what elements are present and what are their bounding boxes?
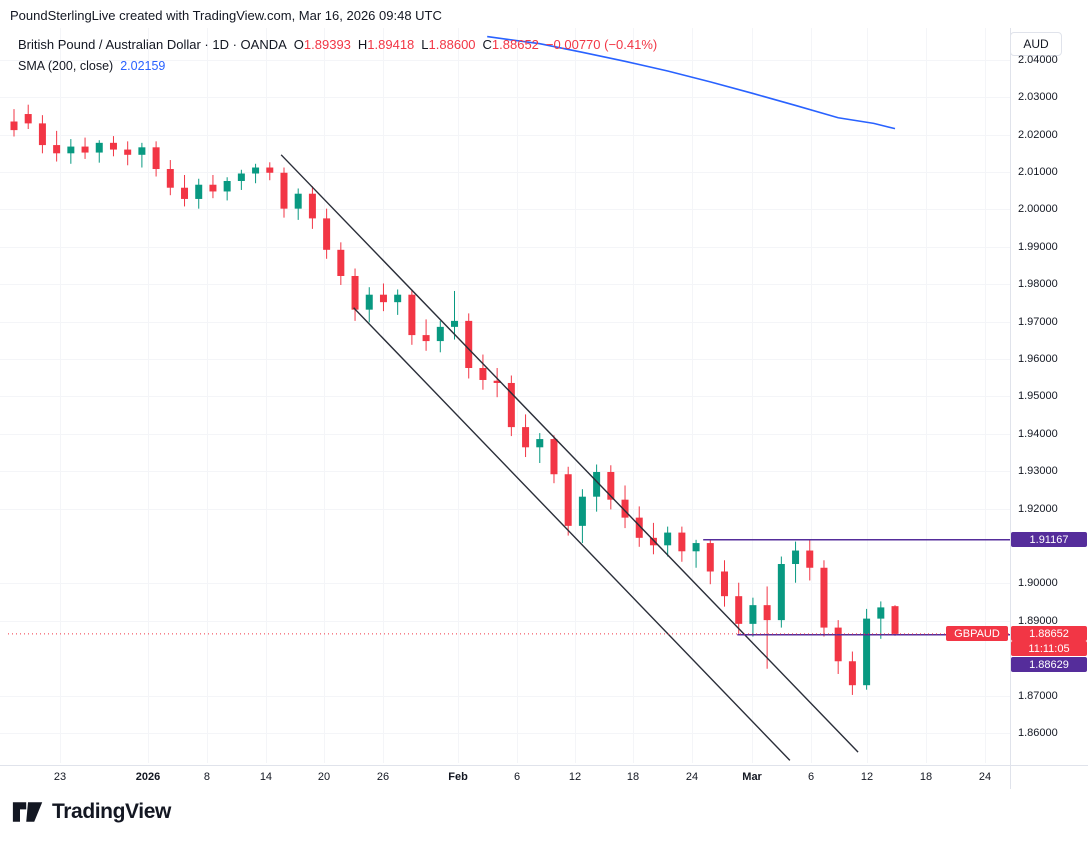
price-tick-label: 2.00000 xyxy=(1018,203,1058,216)
price-tick-label: 1.89000 xyxy=(1018,614,1058,627)
chart-legend: British Pound / Australian Dollar · 1D ·… xyxy=(18,35,657,76)
time-tick-label: 12 xyxy=(568,771,582,783)
symbol-title[interactable]: British Pound / Australian Dollar · 1D ·… xyxy=(18,37,287,52)
last-price-label: 1.88652 xyxy=(1011,626,1087,642)
price-tick-label: 1.87000 xyxy=(1018,689,1058,702)
ohlc-open: O1.89393 xyxy=(293,37,351,52)
price-tick-label: 1.95000 xyxy=(1018,390,1058,403)
time-tick-label: 18 xyxy=(919,771,933,783)
price-tick-label: 2.02000 xyxy=(1018,128,1058,141)
price-tick-label: 1.98000 xyxy=(1018,278,1058,291)
price-axis[interactable]: 2.04000 2.03000 2.02000 2.01000 2.00000 1.990… xyxy=(1011,28,1088,765)
bar-countdown-label: 11:11:05 xyxy=(1011,641,1087,657)
time-tick-label: 8 xyxy=(203,771,211,783)
price-tick-label: 1.90000 xyxy=(1018,577,1058,590)
time-tick-label: 6 xyxy=(807,771,815,783)
price-tick-label: 1.94000 xyxy=(1018,427,1058,440)
price-tick-label: 2.01000 xyxy=(1018,166,1058,178)
attribution-text: PoundSterlingLive created with TradingVi… xyxy=(10,8,442,23)
price-tick-label: 2.04000 xyxy=(1018,53,1058,66)
price-tick-label: 1.97000 xyxy=(1018,315,1058,328)
time-tick-label: 24 xyxy=(978,771,992,783)
price-tick-label: 2.03000 xyxy=(1018,91,1058,104)
time-tick-label: 18 xyxy=(626,771,640,783)
tradingview-logo-link[interactable]: TradingView xyxy=(12,799,171,825)
time-tick-label: 20 xyxy=(317,771,331,783)
tradingview-logo-icon xyxy=(12,802,43,822)
time-tick-label: 12 xyxy=(860,771,874,783)
price-tick-label: 1.86000 xyxy=(1018,727,1058,740)
time-axis[interactable]: 23 2026 8 14 20 26 Feb 6 12 18 24 Mar 6 12 18 24 xyxy=(0,766,1010,790)
time-tick-label: 6 xyxy=(513,771,521,783)
time-tick-label: Feb xyxy=(448,771,468,783)
indicator-value: 2.02159 xyxy=(120,59,166,73)
resistance-price-label: 1.91167 xyxy=(1011,532,1087,548)
time-tick-label: 2026 xyxy=(135,771,161,783)
symbol-price-flag: GBPAUD xyxy=(946,626,1008,642)
currency-button[interactable]: AUD xyxy=(1010,32,1062,56)
price-tick-label: 1.96000 xyxy=(1018,353,1058,366)
ohlc-low: L1.88600 xyxy=(421,37,476,52)
change-value: −0.00770 (−0.41%) xyxy=(545,37,658,52)
price-tick-label: 1.92000 xyxy=(1018,502,1058,515)
brand-name: TradingView xyxy=(52,800,171,823)
time-tick-label: Mar xyxy=(742,771,762,783)
indicator-name[interactable]: SMA (200, close) xyxy=(18,59,114,73)
time-tick-label: 26 xyxy=(376,771,390,783)
ohlc-high: H1.89418 xyxy=(357,37,415,52)
ohlc-close: C1.88652 xyxy=(482,37,539,52)
time-tick-label: 14 xyxy=(259,771,273,783)
price-tick-label: 1.93000 xyxy=(1018,465,1058,478)
price-tick-label: 1.99000 xyxy=(1018,240,1058,253)
support-price-label: 1.88629 xyxy=(1011,657,1087,673)
time-tick-label: 24 xyxy=(685,771,699,783)
time-tick-label: 23 xyxy=(53,771,67,783)
